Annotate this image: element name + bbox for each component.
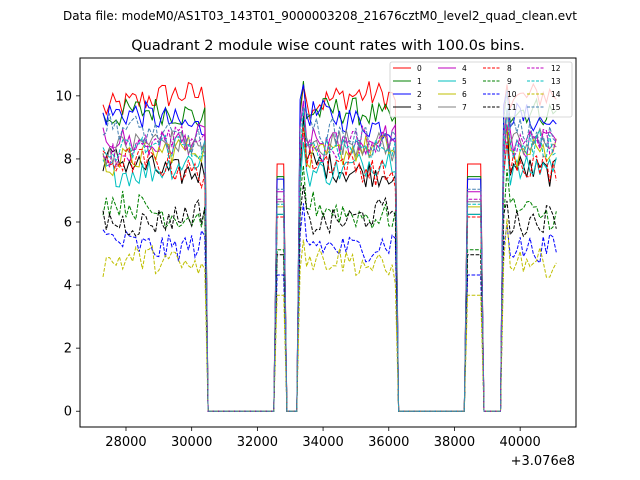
series-line-11 <box>102 184 557 412</box>
legend-box <box>389 61 573 118</box>
x-tick-label: 30000 <box>171 435 212 450</box>
y-tick-label: 4 <box>64 279 72 294</box>
x-tick-label: 32000 <box>237 435 278 450</box>
legend-label-10: 10 <box>507 90 517 99</box>
chart-title: Quadrant 2 module wise count rates with … <box>131 38 525 54</box>
legend-label-7: 7 <box>462 103 467 112</box>
legend-label-15: 15 <box>551 103 561 112</box>
series-line-2 <box>102 84 557 412</box>
legend-label-5: 5 <box>462 77 467 86</box>
series-line-1 <box>102 80 557 412</box>
legend-label-6: 6 <box>462 90 467 99</box>
y-tick-label: 0 <box>64 405 72 420</box>
legend-label-12: 12 <box>551 64 561 73</box>
x-tick-label: 36000 <box>368 435 409 450</box>
x-tick-label: 38000 <box>434 435 475 450</box>
y-tick-label: 8 <box>64 152 72 167</box>
x-tick-label: 34000 <box>302 435 343 450</box>
x-axis-offset-label: +3.076e8 <box>511 454 575 469</box>
figure-suptitle: Data file: modeM0/AS1T03_143T01_90000032… <box>63 9 577 23</box>
legend-label-14: 14 <box>551 90 561 99</box>
x-axis: 28000 30000 32000 34000 36000 38000 40000 <box>105 427 541 450</box>
legend-label-8: 8 <box>507 64 512 73</box>
legend-label-2: 2 <box>417 90 422 99</box>
series-line-0 <box>102 81 557 412</box>
legend-label-9: 9 <box>507 77 512 86</box>
plot-frame <box>79 57 577 428</box>
legend-label-1: 1 <box>417 77 422 86</box>
series-line-9 <box>102 165 557 412</box>
series-line-5 <box>102 142 557 412</box>
y-tick-label: 2 <box>64 342 72 357</box>
y-axis: 0 2 4 6 8 10 <box>55 89 80 420</box>
legend-label-11: 11 <box>507 103 517 112</box>
y-tick-label: 10 <box>55 89 72 104</box>
series-line-14 <box>102 218 557 412</box>
y-tick-label: 6 <box>64 216 72 231</box>
legend-label-0: 0 <box>417 64 422 73</box>
series-lines <box>102 80 557 412</box>
series-line-10 <box>102 203 557 412</box>
legend-label-3: 3 <box>417 103 422 112</box>
legend-label-4: 4 <box>462 64 467 73</box>
legend-label-13: 13 <box>551 77 561 86</box>
series-line-7 <box>102 109 557 412</box>
x-tick-label: 40000 <box>499 435 540 450</box>
series-line-15 <box>102 89 557 412</box>
x-tick-label: 28000 <box>105 435 146 450</box>
